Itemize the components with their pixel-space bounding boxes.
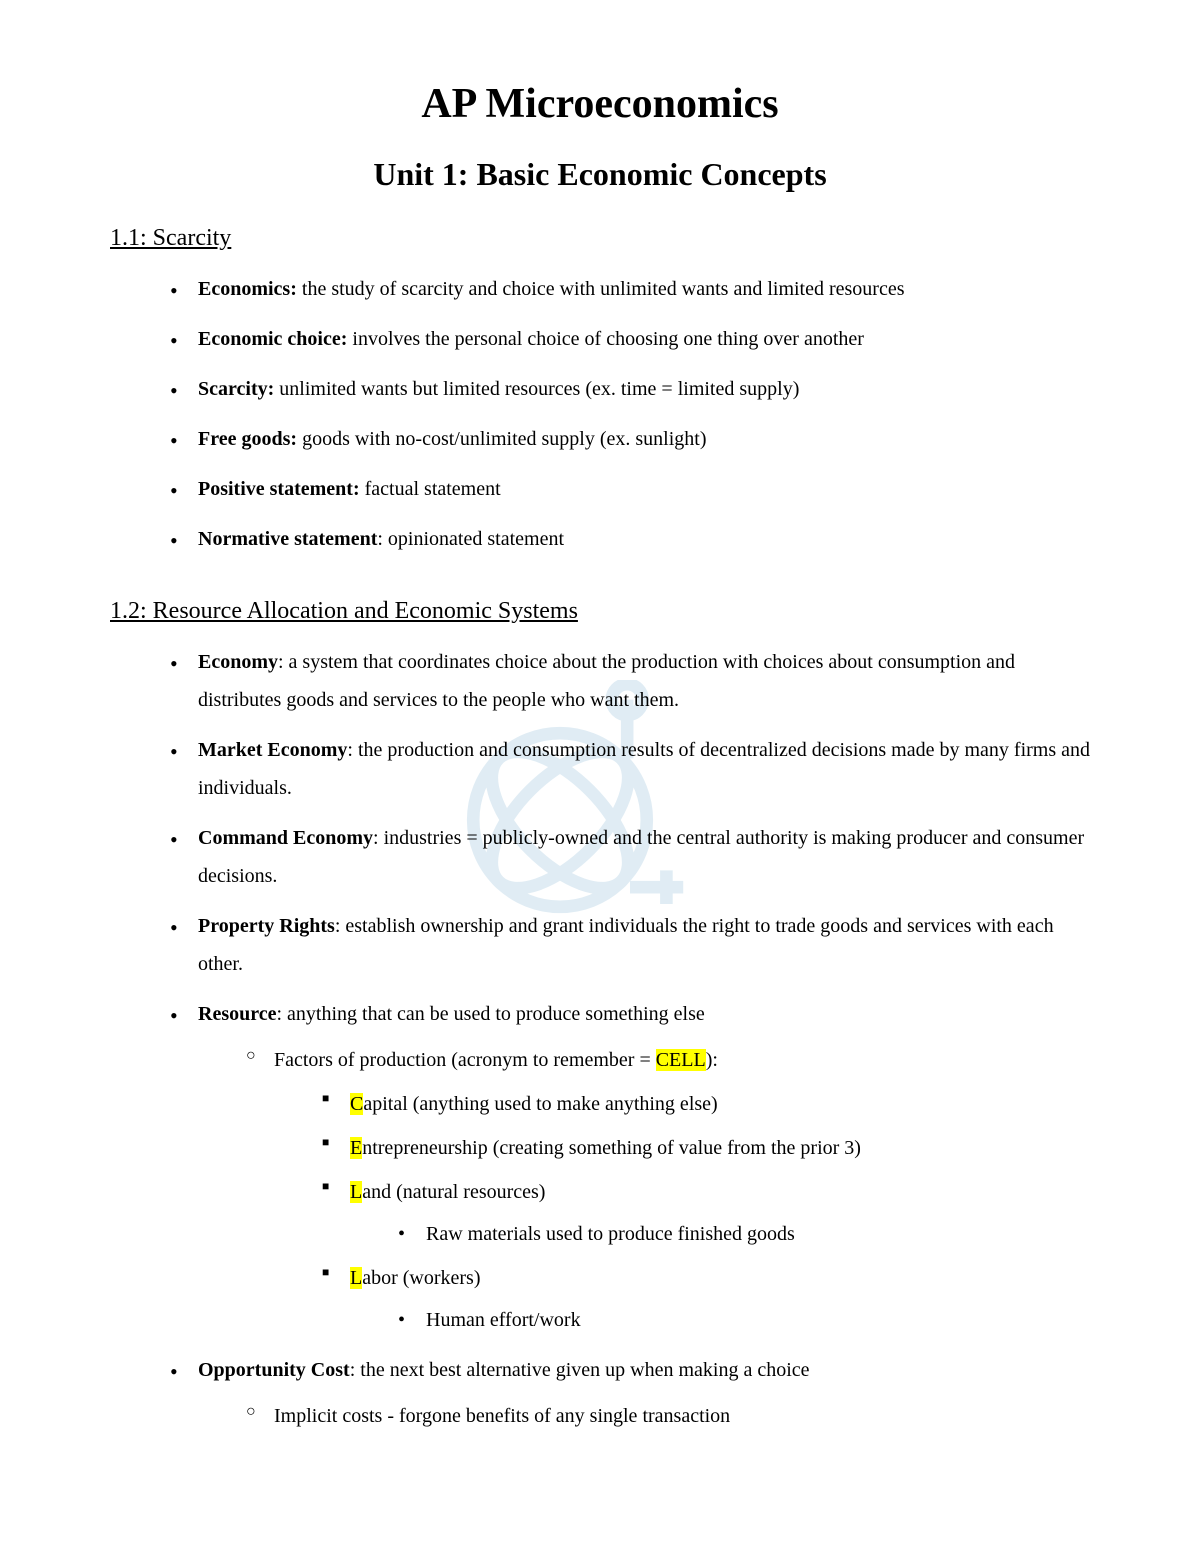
list-item: Economic choice: involves the personal c… (170, 320, 1090, 358)
list-item: Positive statement: factual statement (170, 470, 1090, 508)
list-item: Opportunity Cost: the next best alternat… (170, 1351, 1090, 1435)
highlight: C (350, 1093, 363, 1115)
list-item: Labor (workers) Human effort/work (322, 1259, 1090, 1339)
definition: factual statement (360, 478, 501, 500)
list-item: Market Economy: the production and consu… (170, 731, 1090, 807)
term: Property Rights (198, 915, 335, 937)
text: ): (706, 1049, 718, 1071)
list-item: Scarcity: unlimited wants but limited re… (170, 370, 1090, 408)
document-content: AP Microeconomics Unit 1: Basic Economic… (110, 80, 1090, 1435)
list-item: Normative statement: opinionated stateme… (170, 520, 1090, 558)
term: Economy (198, 651, 278, 673)
list-item: Resource: anything that can be used to p… (170, 995, 1090, 1339)
highlight: CELL (656, 1049, 706, 1071)
term: Economics: (198, 278, 297, 300)
text: Human effort/work (426, 1309, 581, 1331)
highlight: E (350, 1137, 362, 1159)
definition: unlimited wants but limited resources (e… (274, 378, 799, 400)
section-list-scarcity: Economics: the study of scarcity and cho… (110, 270, 1090, 558)
sublist-opportunity-cost: Implicit costs - forgone benefits of any… (198, 1397, 1090, 1435)
text: and (natural resources) (362, 1181, 545, 1203)
list-item: Implicit costs - forgone benefits of any… (246, 1397, 1090, 1435)
term: Positive statement: (198, 478, 360, 500)
term: Command Economy (198, 827, 373, 849)
term: Market Economy (198, 739, 347, 761)
list-item: Capital (anything used to make anything … (322, 1085, 1090, 1123)
section-heading-scarcity: 1.1: Scarcity (110, 225, 1090, 252)
list-item: Entrepreneurship (creating something of … (322, 1129, 1090, 1167)
text: Factors of production (acronym to rememb… (274, 1049, 656, 1071)
term: Economic choice: (198, 328, 347, 350)
document-subtitle: Unit 1: Basic Economic Concepts (110, 156, 1090, 193)
sublist: Human effort/work (350, 1301, 1090, 1339)
definition: the study of scarcity and choice with un… (297, 278, 905, 300)
highlight: L (350, 1181, 362, 1203)
list-item: Economy: a system that coordinates choic… (170, 643, 1090, 719)
list-item: Command Economy: industries = publicly-o… (170, 819, 1090, 895)
list-item: Economics: the study of scarcity and cho… (170, 270, 1090, 308)
text: ntrepreneurship (creating something of v… (362, 1137, 861, 1159)
list-item: Factors of production (acronym to rememb… (246, 1041, 1090, 1339)
term: Opportunity Cost (198, 1359, 350, 1381)
definition: : a system that coordinates choice about… (198, 651, 1015, 711)
highlight: L (350, 1267, 362, 1289)
section-heading-resource-allocation: 1.2: Resource Allocation and Economic Sy… (110, 598, 1090, 625)
sublist-factors: Factors of production (acronym to rememb… (198, 1041, 1090, 1339)
definition: involves the personal choice of choosing… (347, 328, 864, 350)
text: abor (workers) (362, 1267, 480, 1289)
definition: : anything that can be used to produce s… (277, 1003, 705, 1025)
term: Resource (198, 1003, 277, 1025)
sublist: Raw materials used to produce finished g… (350, 1215, 1090, 1253)
definition: : the next best alternative given up whe… (350, 1359, 810, 1381)
list-item: Property Rights: establish ownership and… (170, 907, 1090, 983)
definition: : opinionated statement (377, 528, 564, 550)
definition: goods with no-cost/unlimited supply (ex.… (297, 428, 706, 450)
term: Normative statement (198, 528, 377, 550)
list-item: Raw materials used to produce finished g… (398, 1215, 1090, 1253)
list-item: Land (natural resources) Raw materials u… (322, 1173, 1090, 1253)
list-item: Human effort/work (398, 1301, 1090, 1339)
term: Free goods: (198, 428, 297, 450)
text: Implicit costs - forgone benefits of any… (274, 1405, 730, 1427)
text: apital (anything used to make anything e… (363, 1093, 717, 1115)
text: Raw materials used to produce finished g… (426, 1223, 795, 1245)
document-title: AP Microeconomics (110, 80, 1090, 128)
section-list-resource-allocation: Economy: a system that coordinates choic… (110, 643, 1090, 1435)
list-item: Free goods: goods with no-cost/unlimited… (170, 420, 1090, 458)
sublist-cell: Capital (anything used to make anything … (274, 1085, 1090, 1339)
term: Scarcity: (198, 378, 274, 400)
